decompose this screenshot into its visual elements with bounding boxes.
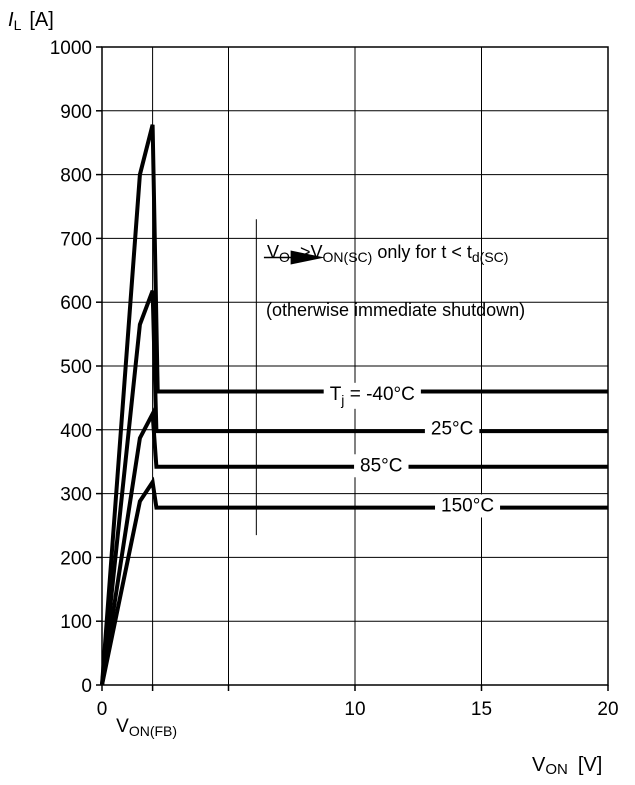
y-tick-label: 100 [60,612,92,633]
annotation-arrow [263,250,325,265]
series-labels: Tj = -40°C 25°C 85°C 150°C [323,382,501,518]
y-tick-label: 900 [60,102,92,123]
series-label-rest: = -40°C [344,384,414,405]
y-tick-label: 300 [60,485,92,506]
grid [101,46,609,686]
series-label-bg [323,382,421,409]
annotation-von: V [267,242,279,262]
series-label-sub: j [340,392,344,408]
series-line-1 [100,289,608,686]
y-axis-label-symbol: I [8,9,14,31]
series-label-text: 85°C [360,455,402,476]
series-label-2: 85°C [354,454,409,478]
y-tick-label: 400 [60,421,92,442]
x-axis-label-symbol: V [532,754,546,776]
y-tick-label: 200 [60,548,92,569]
series-label-rest: 85°C [360,455,402,476]
y-tick-label: 700 [60,229,92,250]
series-label-text: 25°C [431,418,473,439]
x-axis-ticks: 0 10 15 20 [97,685,619,720]
y-tick-label: 1000 [50,38,92,59]
x-tick-label: 0 [97,699,108,720]
annotation-condition: only for t < t [372,242,472,262]
annotation-gt: > [300,242,311,262]
series-label-main: T [330,384,342,405]
annotation-td-sub: d(SC) [472,249,509,265]
x-marker-label: VON(FB) [116,716,177,739]
series-label-rest: 25°C [431,418,473,439]
x-axis-label-sub: ON [545,761,568,778]
annotation-von-sub: ON [279,249,300,265]
series-label-rest: 150°C [441,495,494,516]
series-label-0: Tj = -40°C [323,382,421,409]
x-tick-label: 10 [344,699,365,720]
x-marker-main: V [116,716,129,737]
annotation-von-sc-sub: ON(SC) [323,249,373,265]
y-tick-label: 600 [60,293,92,314]
series-label-bg [354,454,409,478]
y-axis-label-sub: L [14,17,22,33]
x-marker-sub: ON(FB) [129,723,177,739]
series-line-2 [100,406,608,686]
y-axis-ticks: 0 100 200 300 400 500 600 700 800 900 1000 [50,38,102,697]
x-axis-label: VON [V] [532,754,602,778]
series-label-text: 150°C [441,495,494,516]
y-tick-label: 500 [60,357,92,378]
x-tick-label: 15 [471,699,492,720]
y-tick-label: 800 [60,166,92,187]
x-tick-label: 20 [597,699,618,720]
annotation-von-sc: V [311,242,323,262]
series-layer [100,124,608,686]
annotation-line-2: (otherwise immediate shutdown) [266,300,525,320]
series-line-0 [100,124,608,686]
series-label-1: 25°C [424,417,480,441]
x-axis-label-unit: [V] [578,754,602,776]
series-label-text: Tj = -40°C [330,384,415,408]
series-line-3 [100,476,608,686]
series-label-bg [424,417,480,441]
annotation-line-1: VON>VON(SC) only for t < td(SC) [267,242,508,265]
series-label-3: 150°C [435,494,501,518]
y-axis-label-unit: [A] [29,9,53,31]
y-axis-label: IL [A] [8,9,54,33]
y-tick-label: 0 [81,676,92,697]
series-label-bg [435,494,501,518]
annotation-arrow-head [290,250,325,265]
